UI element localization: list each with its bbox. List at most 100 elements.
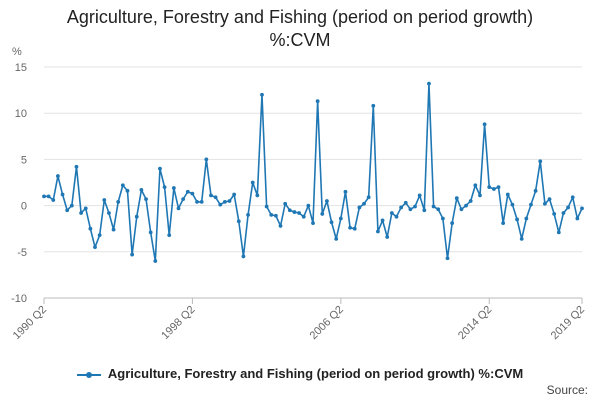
data-point[interactable] xyxy=(269,212,274,217)
data-point[interactable] xyxy=(580,206,584,211)
data-point[interactable] xyxy=(403,200,408,205)
data-point[interactable] xyxy=(97,233,102,238)
data-point[interactable] xyxy=(116,200,121,204)
data-point[interactable] xyxy=(357,205,362,210)
data-point[interactable] xyxy=(74,164,79,169)
data-point[interactable] xyxy=(468,199,473,203)
data-point[interactable] xyxy=(255,193,260,198)
data-point[interactable] xyxy=(83,206,88,211)
data-point[interactable] xyxy=(538,159,543,164)
data-point[interactable] xyxy=(459,207,464,212)
data-point[interactable] xyxy=(362,201,366,206)
data-point[interactable] xyxy=(533,188,538,193)
data-point[interactable] xyxy=(334,236,339,241)
data-point[interactable] xyxy=(273,213,278,218)
data-point[interactable] xyxy=(176,206,181,211)
data-point[interactable] xyxy=(102,198,107,202)
data-point[interactable] xyxy=(125,188,130,193)
data-point[interactable] xyxy=(491,187,496,191)
data-point[interactable] xyxy=(93,245,97,250)
data-point[interactable] xyxy=(376,229,380,234)
data-point[interactable] xyxy=(338,216,343,221)
data-point[interactable] xyxy=(385,235,390,239)
data-point[interactable] xyxy=(450,221,455,226)
data-point[interactable] xyxy=(380,218,385,223)
data-point[interactable] xyxy=(65,208,70,213)
data-point[interactable] xyxy=(352,226,357,231)
data-point[interactable] xyxy=(42,194,46,199)
data-point[interactable] xyxy=(195,200,199,204)
data-point[interactable] xyxy=(496,185,501,190)
data-point[interactable] xyxy=(399,205,404,210)
data-point[interactable] xyxy=(51,198,56,202)
data-point[interactable] xyxy=(130,252,135,257)
data-point[interactable] xyxy=(547,197,552,202)
data-point[interactable] xyxy=(232,192,237,197)
data-point[interactable] xyxy=(306,203,311,208)
data-point[interactable] xyxy=(60,192,65,197)
data-point[interactable] xyxy=(144,197,148,202)
data-point[interactable] xyxy=(473,183,478,188)
data-point[interactable] xyxy=(408,207,413,212)
data-point[interactable] xyxy=(167,233,172,238)
data-point[interactable] xyxy=(153,259,158,263)
data-point[interactable] xyxy=(292,210,297,214)
data-point[interactable] xyxy=(431,204,436,209)
data-point[interactable] xyxy=(343,189,348,194)
data-point[interactable] xyxy=(181,197,186,202)
data-point[interactable] xyxy=(246,212,250,217)
data-point[interactable] xyxy=(413,204,417,209)
data-point[interactable] xyxy=(79,211,84,215)
data-point[interactable] xyxy=(566,205,570,210)
data-point[interactable] xyxy=(501,221,506,226)
data-point[interactable] xyxy=(529,202,533,207)
data-point[interactable] xyxy=(478,193,482,198)
data-point[interactable] xyxy=(88,226,93,231)
data-point[interactable] xyxy=(366,195,371,200)
data-point[interactable] xyxy=(348,225,353,230)
data-point[interactable] xyxy=(515,217,519,222)
data-point[interactable] xyxy=(311,221,315,226)
legend[interactable]: Agriculture, Forestry and Fishing (perio… xyxy=(0,366,600,381)
data-point[interactable] xyxy=(440,216,445,221)
data-point[interactable] xyxy=(436,207,441,212)
data-point[interactable] xyxy=(510,202,515,207)
data-point[interactable] xyxy=(69,203,74,208)
data-point[interactable] xyxy=(315,99,320,104)
data-point[interactable] xyxy=(264,204,269,209)
data-point[interactable] xyxy=(134,214,139,219)
data-point[interactable] xyxy=(56,174,60,178)
data-point[interactable] xyxy=(524,216,529,221)
data-point[interactable] xyxy=(260,92,264,97)
data-point[interactable] xyxy=(487,185,492,190)
data-point[interactable] xyxy=(297,211,301,215)
data-point[interactable] xyxy=(570,195,575,200)
data-point[interactable] xyxy=(561,211,566,215)
data-point[interactable] xyxy=(213,195,218,200)
data-point[interactable] xyxy=(283,201,288,206)
data-point[interactable] xyxy=(185,189,190,194)
data-point[interactable] xyxy=(371,103,376,108)
data-point[interactable] xyxy=(250,180,255,185)
data-point[interactable] xyxy=(241,254,246,259)
data-point[interactable] xyxy=(199,200,204,204)
data-point[interactable] xyxy=(575,216,580,221)
data-point[interactable] xyxy=(139,187,144,192)
data-point[interactable] xyxy=(482,122,487,127)
data-point[interactable] xyxy=(417,193,422,198)
data-point[interactable] xyxy=(445,256,450,261)
data-point[interactable] xyxy=(329,220,334,225)
data-point[interactable] xyxy=(301,214,306,219)
data-point[interactable] xyxy=(222,200,227,204)
data-point[interactable] xyxy=(325,199,329,203)
data-point[interactable] xyxy=(389,211,394,215)
data-point[interactable] xyxy=(190,191,195,196)
data-point[interactable] xyxy=(162,185,167,190)
data-point[interactable] xyxy=(236,219,241,224)
data-point[interactable] xyxy=(209,193,213,198)
data-point[interactable] xyxy=(464,203,468,208)
data-point[interactable] xyxy=(552,212,557,216)
data-point[interactable] xyxy=(171,186,176,190)
data-point[interactable] xyxy=(505,192,510,197)
data-point[interactable] xyxy=(148,230,153,235)
